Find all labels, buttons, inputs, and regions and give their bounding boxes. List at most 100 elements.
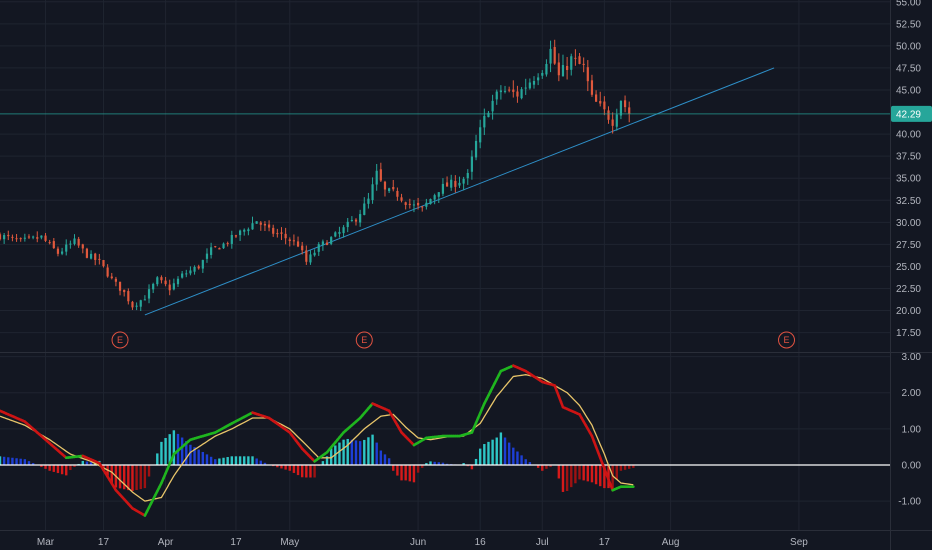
candle-body xyxy=(288,239,291,242)
price-tick-label: 32.50 xyxy=(896,196,921,207)
candle-body xyxy=(512,89,515,92)
candle-body xyxy=(114,278,118,282)
histogram-bar xyxy=(363,439,366,465)
candle-body xyxy=(106,267,109,277)
histogram-bar xyxy=(462,463,465,465)
price-tick-label: 55.00 xyxy=(896,0,921,8)
oscillator-histogram xyxy=(0,430,890,492)
candle-body xyxy=(156,277,159,285)
candle-body xyxy=(81,244,84,249)
candle-body xyxy=(379,169,382,181)
histogram-bar xyxy=(164,438,167,465)
candle-body xyxy=(226,243,229,245)
candle-body xyxy=(234,235,238,237)
histogram-bar xyxy=(160,441,163,465)
histogram-bar xyxy=(379,450,383,465)
candle-body xyxy=(305,250,308,262)
histogram-bar xyxy=(404,464,407,481)
histogram-bar xyxy=(234,456,238,465)
histogram-bar xyxy=(582,464,585,481)
time-tick-label: Mar xyxy=(37,537,55,548)
candle-body xyxy=(243,229,246,232)
histogram-bar xyxy=(69,464,72,471)
histogram-bar xyxy=(594,464,598,485)
histogram-bar xyxy=(400,464,403,481)
candle-body xyxy=(60,251,64,254)
time-tick-label: Apr xyxy=(158,537,174,548)
candle-body xyxy=(611,119,614,126)
candle-body xyxy=(172,283,175,290)
candle-body xyxy=(313,252,316,256)
candlestick-series xyxy=(0,39,631,311)
histogram-bar xyxy=(429,461,432,465)
candle-body xyxy=(301,245,304,251)
candle-body xyxy=(429,198,432,205)
histogram-bar xyxy=(342,439,345,465)
candle-body xyxy=(44,235,47,241)
candle-body xyxy=(350,220,353,222)
histogram-bar xyxy=(40,464,43,467)
candle-body xyxy=(354,219,358,222)
time-tick-label: 17 xyxy=(230,537,242,548)
candle-body xyxy=(450,179,453,188)
candle-body xyxy=(392,186,395,190)
histogram-bar xyxy=(309,464,312,478)
histogram-bar xyxy=(599,464,602,487)
histogram-bar xyxy=(371,434,374,465)
histogram-bar xyxy=(619,464,623,471)
histogram-bar xyxy=(466,464,469,467)
osc-tick-label: 3.00 xyxy=(902,352,922,363)
histogram-bar xyxy=(85,461,89,465)
oscillator-lines xyxy=(0,364,635,517)
candle-body xyxy=(346,221,349,228)
candle-body xyxy=(85,248,89,258)
candle-body xyxy=(284,233,287,239)
time-tick-label: May xyxy=(280,537,299,548)
candle-body xyxy=(205,253,209,259)
earnings-marker-label: E xyxy=(117,335,123,345)
candle-body xyxy=(69,243,72,245)
histogram-bar xyxy=(615,464,618,480)
candle-body xyxy=(495,91,498,100)
candle-body xyxy=(3,235,6,240)
histogram-bar xyxy=(321,461,325,465)
candle-body xyxy=(110,276,113,279)
candle-body xyxy=(185,273,188,275)
histogram-bar xyxy=(19,458,22,465)
histogram-bar xyxy=(346,438,349,465)
histogram-bar xyxy=(536,464,540,468)
histogram-bar xyxy=(118,464,122,489)
candle-body xyxy=(181,273,184,278)
candle-body xyxy=(147,289,151,299)
candle-body xyxy=(582,63,585,65)
histogram-bar xyxy=(7,457,10,465)
candle-body xyxy=(0,234,2,240)
candle-body xyxy=(131,301,134,308)
histogram-bar xyxy=(524,459,527,465)
histogram-bar xyxy=(392,464,395,471)
histogram-bar xyxy=(565,464,569,491)
candle-body xyxy=(65,244,68,252)
price-tick-label: 22.50 xyxy=(896,284,921,295)
histogram-bar xyxy=(259,460,262,465)
histogram-bar xyxy=(329,448,333,465)
histogram-bar xyxy=(131,464,134,491)
histogram-bar xyxy=(623,464,627,470)
candle-body xyxy=(445,182,449,187)
candle-body xyxy=(230,234,233,244)
histogram-bar xyxy=(549,464,552,467)
histogram-bar xyxy=(44,464,47,469)
histogram-bar xyxy=(483,444,486,465)
candle-body xyxy=(545,63,548,75)
candle-body xyxy=(32,236,35,238)
candle-body xyxy=(607,110,610,120)
histogram-bar xyxy=(574,464,577,484)
histogram-bar xyxy=(110,464,113,484)
candle-body xyxy=(599,101,602,104)
time-tick-label: 17 xyxy=(599,537,611,548)
candle-body xyxy=(425,202,428,207)
candle-body xyxy=(280,232,283,234)
histogram-bar xyxy=(180,437,184,465)
candle-body xyxy=(325,242,329,246)
